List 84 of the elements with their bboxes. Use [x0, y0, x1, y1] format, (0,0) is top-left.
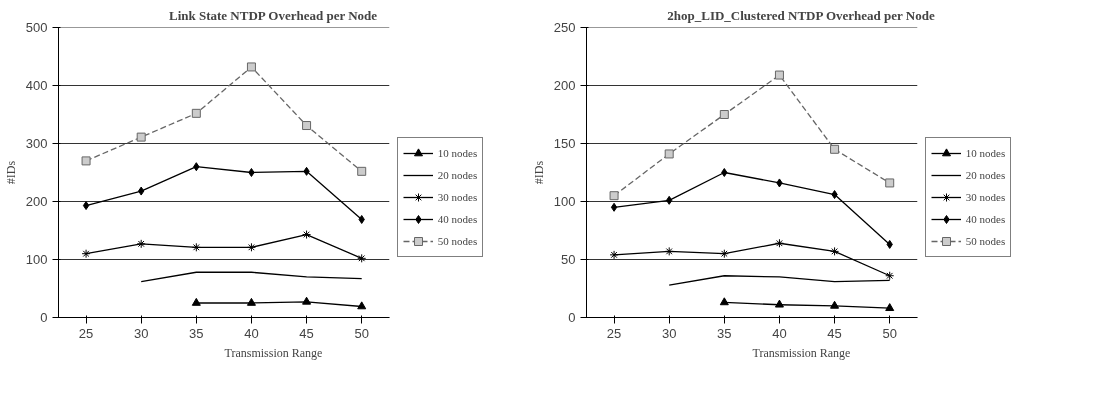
- point: [885, 303, 895, 312]
- point: [721, 168, 728, 177]
- line-series: [140, 271, 363, 283]
- x-tick-label: 50: [882, 325, 897, 341]
- x-tick-label: 40: [772, 325, 787, 341]
- x-tick-label: 50: [354, 325, 369, 341]
- chart-title: Link State NTDP Overhead per Node: [168, 7, 378, 23]
- y-tick-label: 200: [25, 194, 48, 209]
- y-tick-label: 400: [25, 78, 48, 93]
- point: [248, 168, 255, 177]
- point: [719, 249, 729, 259]
- point: [609, 191, 619, 201]
- point: [136, 239, 146, 249]
- legend-label: 50 nodes: [437, 235, 478, 247]
- y-axis-title: #IDs: [531, 160, 546, 185]
- point: [610, 202, 618, 212]
- point: [609, 250, 619, 260]
- legend-label: 30 nodes: [437, 191, 478, 203]
- point: [191, 108, 201, 118]
- point: [82, 201, 90, 211]
- x-tick-label: 35: [717, 325, 732, 341]
- point: [81, 249, 91, 259]
- x-tick-label: 30: [661, 325, 677, 341]
- point: [357, 166, 367, 176]
- y-tick-label: 150: [553, 136, 576, 151]
- point: [830, 246, 840, 256]
- point: [303, 166, 310, 176]
- point: [302, 230, 312, 240]
- legend-label: 20 nodes: [437, 169, 478, 181]
- x-axis-title: Transmission Range: [224, 345, 323, 360]
- legend-label: 30 nodes: [965, 191, 1006, 203]
- legend-label: 10 nodes: [437, 147, 478, 159]
- point: [136, 132, 146, 142]
- y-tick-label: 100: [25, 252, 48, 267]
- point: [664, 149, 674, 159]
- x-axis-title: Transmission Range: [752, 345, 851, 360]
- x-tick-label: 25: [78, 325, 94, 341]
- legend-label: 10 nodes: [965, 147, 1006, 159]
- x-tick-label: 45: [299, 325, 314, 341]
- point: [193, 162, 200, 172]
- point: [358, 214, 365, 224]
- point: [774, 238, 784, 248]
- x-tick-label: 40: [244, 325, 259, 341]
- point: [719, 110, 729, 119]
- chart-title: 2hop_LID_Clustered NTDP Overhead per Node: [667, 7, 935, 23]
- point: [302, 296, 312, 305]
- point: [138, 186, 145, 196]
- y-tick-label: 0: [568, 310, 576, 325]
- legend-label: 40 nodes: [437, 213, 478, 225]
- point: [666, 195, 673, 205]
- point: [886, 239, 893, 249]
- point: [191, 242, 201, 252]
- point: [246, 297, 256, 306]
- point: [830, 144, 840, 154]
- y-tick-label: 0: [40, 310, 48, 325]
- point: [885, 178, 895, 188]
- point: [830, 300, 840, 309]
- point: [776, 178, 783, 188]
- point: [831, 190, 838, 200]
- point: [246, 62, 256, 72]
- point: [357, 253, 367, 263]
- y-tick-label: 50: [561, 252, 576, 267]
- point: [357, 301, 367, 310]
- y-tick-label: 200: [553, 78, 576, 93]
- legend-label: 20 nodes: [965, 169, 1006, 181]
- point: [191, 297, 201, 306]
- point: [246, 242, 256, 252]
- x-tick-label: 35: [189, 325, 204, 341]
- legend-label: 40 nodes: [965, 213, 1006, 225]
- point: [664, 246, 674, 256]
- legend-label: 50 nodes: [965, 235, 1006, 247]
- x-tick-label: 30: [133, 325, 149, 341]
- point: [81, 156, 91, 166]
- x-tick-label: 25: [606, 325, 622, 341]
- point: [774, 299, 784, 308]
- y-tick-label: 250: [553, 20, 576, 35]
- y-tick-label: 100: [553, 194, 576, 209]
- point: [302, 121, 312, 131]
- point: [719, 297, 729, 306]
- x-tick-label: 45: [827, 325, 842, 341]
- y-axis-title: #IDs: [3, 160, 18, 185]
- y-tick-label: 300: [25, 136, 48, 151]
- y-tick-label: 500: [25, 20, 48, 35]
- point: [774, 70, 784, 80]
